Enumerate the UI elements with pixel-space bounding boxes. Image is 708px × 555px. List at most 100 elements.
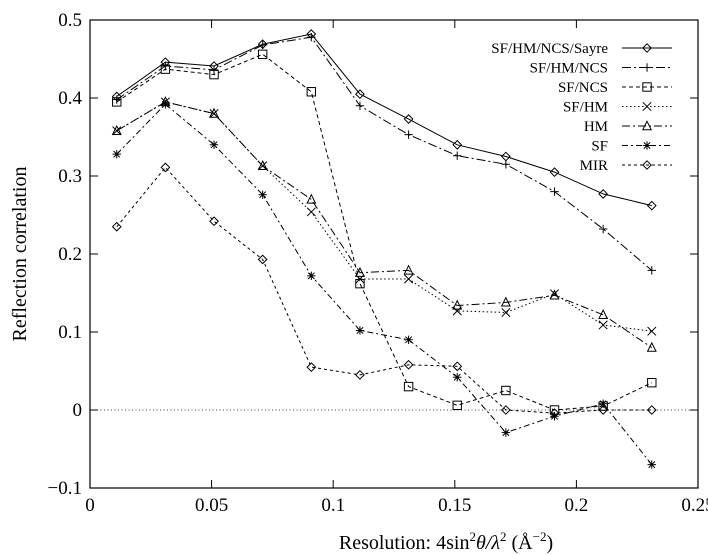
axis-ticks: 00.050.10.150.20.25−0.100.10.20.30.40.5 xyxy=(48,10,708,516)
data-point-sf-hm-ncs xyxy=(598,224,608,234)
data-point-mir xyxy=(403,359,414,370)
data-point-sf-hm-ncs xyxy=(550,187,559,196)
legend-label-sf-hm-ncs: SF/HM/NCS xyxy=(530,61,608,77)
data-point-sf-hm xyxy=(404,274,414,284)
y-tick-label: 0 xyxy=(73,400,83,421)
data-point-sf-hm-ncs-sayre xyxy=(452,139,463,150)
data-point-sf-hm-ncs xyxy=(647,266,656,275)
series-line-sf-hm-ncs-sayre xyxy=(116,33,652,207)
data-point-mir xyxy=(500,405,511,415)
y-tick-label: −0.1 xyxy=(48,478,82,499)
series-line-hm xyxy=(116,101,653,349)
data-point-sf-hm-ncs xyxy=(161,61,170,71)
data-point-sf xyxy=(112,149,121,159)
data-point-sf-hm xyxy=(209,109,219,119)
data-point-sf xyxy=(355,326,365,335)
data-point-hm xyxy=(598,309,609,320)
data-point-sf-hm-ncs-sayre xyxy=(355,89,365,100)
data-point-sf-ncs xyxy=(112,97,122,107)
data-point-mir xyxy=(598,405,609,415)
data-point-mir xyxy=(646,405,657,415)
x-tick-label: 0.25 xyxy=(681,495,708,516)
series-lines xyxy=(116,33,653,465)
data-point-hm xyxy=(257,160,268,171)
y-tick-label: 0.1 xyxy=(58,322,82,343)
data-point-hm xyxy=(646,341,657,352)
data-point-sf-hm xyxy=(258,161,268,171)
series-line-mir xyxy=(116,166,652,414)
data-point-hm xyxy=(209,107,220,118)
legend-label-sf-hm-ncs-sayre: SF/HM/NCS/Sayre xyxy=(491,41,608,57)
data-point-sf-hm-ncs xyxy=(501,160,511,169)
data-point-sf-ncs xyxy=(647,378,657,388)
data-point-mir xyxy=(209,216,219,227)
data-point-sf-hm-ncs-sayre xyxy=(549,167,560,178)
data-point-sf-hm-ncs xyxy=(404,130,413,139)
x-tick-label: 0.1 xyxy=(321,495,345,516)
data-point-sf-hm xyxy=(452,306,462,316)
x-tick-label: 0.05 xyxy=(195,495,228,516)
data-point-sf-hm xyxy=(501,307,511,318)
data-point-sf-hm-ncs xyxy=(355,101,365,110)
data-point-hm xyxy=(403,264,414,275)
legend-marker-sf-hm-ncs xyxy=(642,63,652,72)
data-point-sf xyxy=(453,373,462,382)
series-line-sf xyxy=(116,103,653,465)
y-tick-label: 0.2 xyxy=(58,244,82,265)
data-point-sf xyxy=(258,190,267,199)
data-point-sf-ncs xyxy=(160,64,171,74)
legend-label-hm: HM xyxy=(584,119,608,135)
data-point-sf xyxy=(550,412,559,421)
data-point-sf-hm-ncs xyxy=(258,40,267,50)
legend-marker-sf-hm xyxy=(642,101,652,112)
x-axis-title: Resolution: 4sin2θ/λ2 (Å−2) xyxy=(339,529,553,554)
data-point-sf-ncs xyxy=(452,400,462,411)
data-point-hm xyxy=(500,296,511,307)
data-point-sf-hm-ncs xyxy=(307,32,316,42)
data-point-sf xyxy=(598,399,608,408)
data-point-hm xyxy=(306,193,317,204)
data-point-sf-ncs xyxy=(403,381,414,392)
data-point-mir xyxy=(452,361,463,372)
data-point-sf xyxy=(307,271,316,281)
legend-marker-sf xyxy=(642,141,652,150)
y-tick-label: 0.3 xyxy=(58,166,82,187)
data-point-hm xyxy=(549,289,560,300)
legend-label-sf-hm: SF/HM xyxy=(563,100,608,116)
data-point-mir xyxy=(549,408,560,419)
data-point-sf-ncs xyxy=(355,278,365,289)
data-point-mir xyxy=(257,254,268,265)
legend-marker-hm xyxy=(641,120,653,131)
data-point-sf xyxy=(404,335,413,344)
data-point-sf-hm-ncs-sayre xyxy=(403,114,414,124)
data-point-sf-hm xyxy=(598,320,608,330)
data-point-mir xyxy=(355,369,365,380)
data-point-mir xyxy=(111,221,122,232)
legend-label-mir: MIR xyxy=(580,158,608,174)
x-tick-label: 0.2 xyxy=(565,495,589,516)
data-point-sf-hm-ncs xyxy=(453,151,462,160)
legend-marker-sf-ncs xyxy=(642,82,652,92)
data-point-sf-hm-ncs-sayre xyxy=(598,189,609,199)
data-point-sf xyxy=(647,460,656,469)
data-point-hm xyxy=(354,266,365,277)
data-point-sf-ncs xyxy=(501,385,511,396)
y-tick-label: 0.5 xyxy=(58,10,82,31)
series-line-sf-hm-ncs xyxy=(116,36,653,271)
legend: SF/HM/NCS/Sayre SF/HM/NCS SF/NCS SF/HM HM SF M… xyxy=(491,41,672,174)
data-point-sf xyxy=(209,140,219,149)
data-point-hm xyxy=(452,299,463,310)
data-point-hm xyxy=(111,124,122,135)
data-point-mir xyxy=(160,162,171,173)
y-tick-label: 0.4 xyxy=(58,88,82,109)
data-point-sf-hm xyxy=(112,126,122,136)
data-point-sf-hm xyxy=(306,207,316,217)
series-line-sf-hm xyxy=(116,101,652,332)
legend-marker-mir xyxy=(642,160,652,170)
y-axis-title: Reflection correlation xyxy=(9,167,31,342)
data-point-sf xyxy=(501,428,511,437)
data-point-sf-ncs xyxy=(209,69,219,80)
legend-label-sf-ncs: SF/NCS xyxy=(558,80,608,96)
data-point-mir xyxy=(306,362,317,373)
